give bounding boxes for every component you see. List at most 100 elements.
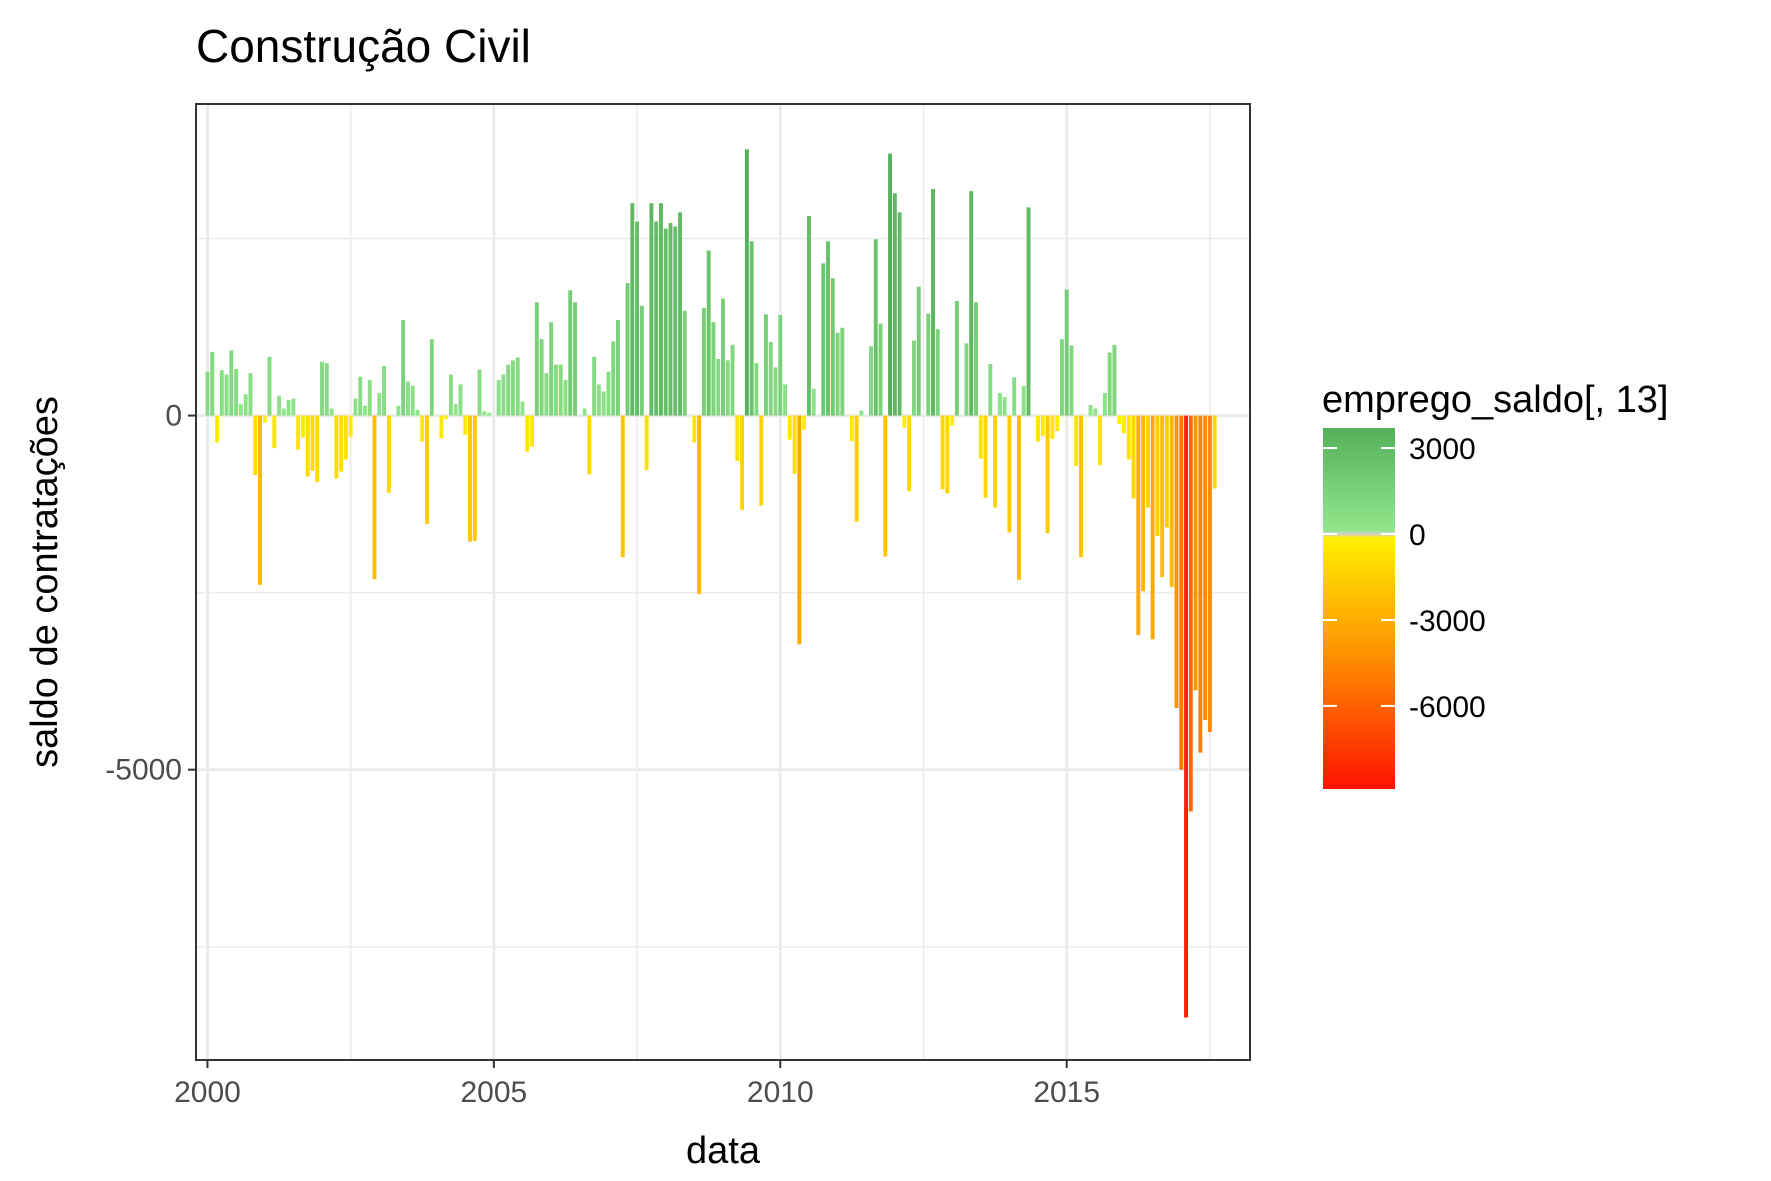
bar [234,368,239,416]
bar [348,415,353,437]
bar [286,400,291,416]
y-axis: 0 -5000 [105,400,196,787]
bar [248,373,253,416]
bar [1198,415,1203,753]
plot-border [195,103,1251,1061]
bar [1002,397,1007,416]
bar [1141,415,1146,592]
bar [429,339,434,416]
bar [811,388,816,416]
bar [974,302,978,416]
bar [553,364,558,416]
bar [410,385,415,416]
bar [300,415,305,438]
bar [1145,415,1150,508]
bar [859,410,864,416]
bar [654,221,659,416]
bar [587,415,592,475]
bar [792,415,797,474]
legend-label: 0 [1409,519,1426,552]
bar [639,305,644,416]
bar [1112,344,1117,416]
bar [320,361,324,416]
bar [692,415,697,443]
x-tick-label: 2015 [1033,1076,1100,1109]
bar [539,339,544,416]
bar [501,374,506,416]
bar [281,408,286,416]
bar [601,391,606,416]
bar [520,401,525,416]
bar [740,415,745,510]
legend: emprego_saldo[, 13] 3000 0 -3000 -6000 [1322,379,1668,789]
bar [716,358,721,416]
bar [902,415,907,428]
bar [620,415,625,558]
bar [253,415,258,476]
bar [487,412,492,416]
bar [873,239,878,416]
bar [396,405,401,416]
bar [496,380,501,416]
y-tick-label: 0 [165,400,182,433]
bar [978,415,983,459]
bar [477,369,482,416]
bar [668,222,673,416]
bar [296,415,301,450]
bar [453,404,458,416]
bar [1179,415,1184,770]
bar [229,350,234,416]
legend-ticks: 3000 0 -3000 -6000 [1323,433,1486,724]
bar [797,415,802,645]
bar [382,366,387,416]
plot-background [196,104,1250,1060]
bar [262,415,267,423]
bar [1174,415,1179,709]
bar [458,384,463,416]
bar [1207,415,1212,733]
bar [563,380,568,416]
bar [224,374,229,416]
bar [1045,415,1050,534]
bar [988,363,993,416]
bar [768,341,773,416]
legend-colorbar [1323,428,1395,789]
bar [1160,415,1165,578]
bar [730,344,735,416]
grid-lines [196,104,1250,1060]
bar [663,228,668,416]
bar [706,250,711,416]
bar [883,415,888,557]
bar [625,283,630,416]
bar [448,374,453,416]
bar [911,340,916,416]
bar [1126,415,1131,460]
bar [324,363,329,416]
bar [993,415,998,508]
bar [310,415,315,471]
bar [506,364,511,416]
bar [272,415,277,449]
bar [582,408,587,416]
bar [983,415,988,498]
bar [635,221,640,416]
legend-label: 3000 [1409,433,1476,466]
bar [969,191,974,416]
bar [611,341,616,416]
bar [616,319,620,416]
bar [1155,415,1160,536]
bar [439,415,444,439]
bar [835,332,840,416]
bar [931,188,935,416]
bar [277,395,282,416]
x-axis-title: data [686,1130,761,1172]
bar [573,302,577,416]
x-tick-label: 2010 [747,1076,814,1109]
bar [721,298,725,416]
bar [444,415,449,420]
y-axis-title: saldo de contratações [24,396,66,768]
bar [1164,415,1169,528]
bar [806,215,811,416]
bar [821,263,826,416]
bar [534,302,539,416]
